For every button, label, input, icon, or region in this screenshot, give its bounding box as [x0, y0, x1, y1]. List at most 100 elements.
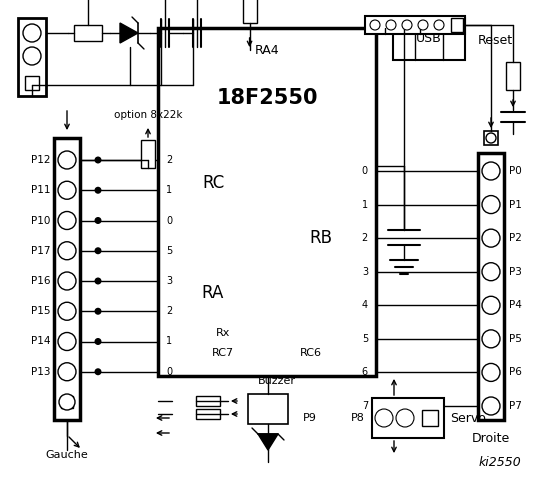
Circle shape — [482, 330, 500, 348]
Circle shape — [58, 181, 76, 199]
Circle shape — [482, 229, 500, 247]
Circle shape — [95, 308, 102, 315]
Circle shape — [95, 247, 102, 254]
Bar — [478, 153, 504, 420]
Circle shape — [386, 20, 396, 30]
Text: P1: P1 — [509, 200, 522, 210]
Bar — [243, 0, 257, 23]
Bar — [158, 28, 376, 376]
Bar — [196, 396, 220, 406]
Circle shape — [58, 242, 76, 260]
Text: P13: P13 — [30, 367, 50, 377]
Text: 3: 3 — [166, 276, 172, 286]
Circle shape — [95, 368, 102, 375]
Circle shape — [482, 195, 500, 214]
Text: 0: 0 — [166, 216, 172, 226]
Circle shape — [59, 394, 75, 410]
Text: Gauche: Gauche — [46, 450, 88, 460]
Circle shape — [482, 296, 500, 314]
Text: Droite: Droite — [472, 432, 510, 444]
Text: 1: 1 — [362, 200, 368, 210]
Text: P4: P4 — [509, 300, 522, 310]
Circle shape — [482, 397, 500, 415]
Bar — [393, 18, 465, 60]
Circle shape — [95, 156, 102, 164]
Circle shape — [375, 409, 393, 427]
Text: 5: 5 — [166, 246, 172, 256]
Text: 2: 2 — [166, 155, 172, 165]
Circle shape — [58, 212, 76, 229]
Text: 0: 0 — [166, 367, 172, 377]
Text: option 8x22k: option 8x22k — [114, 110, 182, 120]
Text: P17: P17 — [30, 246, 50, 256]
Circle shape — [58, 302, 76, 320]
Text: P16: P16 — [30, 276, 50, 286]
Bar — [422, 410, 438, 426]
Text: P12: P12 — [30, 155, 50, 165]
Circle shape — [58, 151, 76, 169]
Circle shape — [482, 162, 500, 180]
Text: RA4: RA4 — [255, 44, 279, 57]
Text: P8: P8 — [351, 413, 365, 423]
Circle shape — [95, 217, 102, 224]
Text: P15: P15 — [30, 306, 50, 316]
Text: P2: P2 — [509, 233, 522, 243]
Circle shape — [418, 20, 428, 30]
Text: P9: P9 — [303, 413, 317, 423]
Text: RC7: RC7 — [212, 348, 234, 358]
Text: 1: 1 — [166, 336, 172, 347]
Bar — [25, 76, 39, 90]
Bar — [248, 394, 288, 424]
Circle shape — [402, 20, 412, 30]
Text: P14: P14 — [30, 336, 50, 347]
Text: Servo: Servo — [450, 411, 486, 424]
Circle shape — [95, 277, 102, 285]
Circle shape — [23, 24, 41, 42]
Circle shape — [434, 20, 444, 30]
Text: Reset: Reset — [477, 34, 513, 47]
Text: Buzzer: Buzzer — [258, 376, 296, 386]
Circle shape — [95, 338, 102, 345]
Text: 4: 4 — [362, 300, 368, 310]
Circle shape — [58, 272, 76, 290]
Circle shape — [482, 363, 500, 382]
Bar — [372, 398, 444, 438]
Circle shape — [482, 263, 500, 281]
Text: 1: 1 — [166, 185, 172, 195]
Text: P11: P11 — [30, 185, 50, 195]
Circle shape — [58, 363, 76, 381]
Bar — [74, 25, 102, 41]
Bar — [18, 18, 46, 96]
Text: P6: P6 — [509, 367, 522, 377]
Text: 3: 3 — [362, 267, 368, 276]
Text: 2: 2 — [166, 306, 172, 316]
Bar — [141, 140, 155, 168]
Text: ki2550: ki2550 — [479, 456, 521, 468]
Text: P7: P7 — [509, 401, 522, 411]
Bar — [365, 16, 465, 34]
Circle shape — [95, 187, 102, 194]
Circle shape — [396, 409, 414, 427]
Bar — [484, 131, 498, 145]
Text: RC: RC — [202, 174, 224, 192]
Text: RB: RB — [310, 229, 332, 247]
Text: RC6: RC6 — [300, 348, 322, 358]
Bar — [61, 396, 73, 408]
Circle shape — [370, 20, 380, 30]
Text: 2: 2 — [362, 233, 368, 243]
Bar — [506, 62, 520, 90]
Bar — [451, 18, 463, 32]
Bar — [196, 409, 220, 419]
Text: Rx: Rx — [216, 328, 230, 338]
Text: P3: P3 — [509, 267, 522, 276]
Polygon shape — [120, 23, 138, 43]
Text: 7: 7 — [362, 401, 368, 411]
Text: USB: USB — [416, 33, 442, 46]
Text: 5: 5 — [362, 334, 368, 344]
Text: 6: 6 — [362, 367, 368, 377]
Text: RA: RA — [202, 284, 224, 302]
Bar — [54, 138, 80, 420]
Text: 18F2550: 18F2550 — [216, 88, 318, 108]
Circle shape — [23, 47, 41, 65]
Circle shape — [58, 333, 76, 350]
